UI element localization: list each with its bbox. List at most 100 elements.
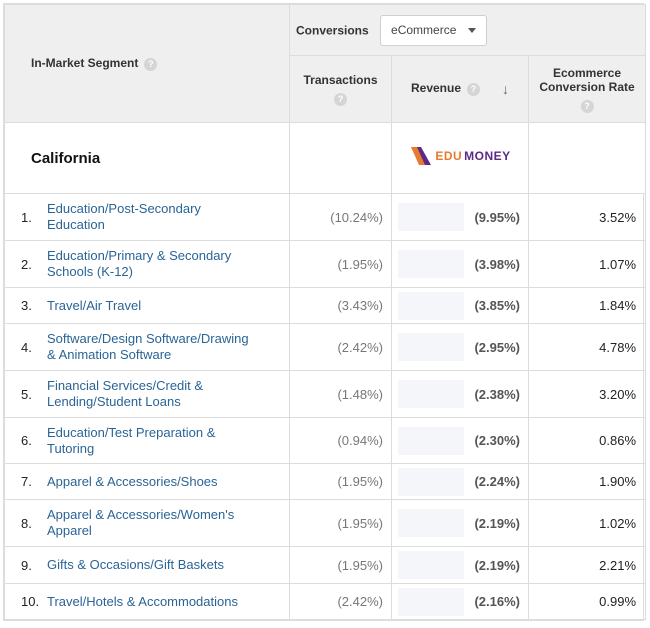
transactions-value: (1.95%) [337, 515, 383, 531]
segment-name-line2: Apparel [47, 523, 92, 538]
segment-link[interactable]: Travel/Air Travel [47, 298, 283, 314]
conversion-rate-cell: 0.86% [527, 417, 647, 464]
segment-cell: 9. Gifts & Occasions/Gift Baskets [4, 546, 290, 584]
revenue-value: (2.30%) [474, 433, 520, 448]
segment-name-line2: Tutoring [47, 440, 95, 456]
conversion-rate-value: 1.90% [599, 474, 637, 489]
segment-rows: 1. Education/Post-Secondary Education (10.2… [4, 193, 647, 620]
conversion-rate-cell: 1.84% [527, 287, 647, 324]
segment-link[interactable]: Gifts & Occasions/Gift Baskets [47, 557, 283, 573]
table-row: 2. Education/Primary & Secondary Schools (… [4, 240, 647, 288]
conversion-rate-value: 1.02% [599, 515, 637, 531]
logo-text-edu: EDU [435, 148, 463, 163]
segment-link[interactable]: Education/Primary & Secondary Schools (K-… [47, 248, 283, 280]
transactions-value: (10.24%) [330, 209, 383, 225]
segment-link[interactable]: Education/Test Preparation & Tutoring [47, 425, 283, 457]
segment-link[interactable]: Apparel & Accessories/Women's Apparel [47, 507, 283, 539]
help-icon[interactable]: ? [334, 92, 347, 106]
segment-name-line2: Lending/Student Loans [47, 394, 181, 409]
transactions-header-label: Transactions [303, 72, 378, 87]
conversions-label: Conversions [296, 23, 369, 37]
edumoney-logo: EDU MONEY [409, 144, 510, 168]
revenue-cell: (2.38%) [391, 370, 529, 418]
revenue-bar [398, 509, 464, 537]
table-row: 7. Apparel & Accessories/Shoes (1.95%) (2.2… [4, 463, 647, 500]
conversion-rate-cell: 1.02% [527, 499, 647, 547]
segment-column-header: In-Market Segment? [4, 4, 290, 123]
revenue-header-label: Revenue [410, 81, 462, 96]
conversions-header: Conversions eCommerce [288, 4, 647, 56]
segment-link[interactable]: Education/Post-Secondary Education [47, 201, 283, 233]
conversions-dropdown[interactable]: eCommerce [380, 14, 488, 46]
revenue-bar [398, 587, 464, 616]
sort-descending-icon[interactable]: ↓ [502, 81, 510, 97]
segment-name-line1: Education/Primary & Secondary [47, 248, 232, 263]
segment-cell: 10. Travel/Hotels & Accommodations [4, 583, 290, 620]
table-row: 1. Education/Post-Secondary Education (10.2… [4, 193, 647, 241]
table-row: 5. Financial Services/Credit & Lending/Stu… [4, 370, 647, 418]
conversion-rate-cell: 3.52% [527, 193, 647, 241]
segment-cell: 3. Travel/Air Travel [4, 287, 290, 324]
conversion-rate-value: 3.52% [599, 209, 637, 225]
revenue-bar [398, 551, 464, 579]
summary-revenue: EDU MONEY [391, 122, 529, 194]
row-index: 9. [21, 557, 32, 573]
revenue-value: (2.19%) [474, 515, 520, 531]
revenue-bar [398, 203, 464, 231]
conversion-rate-cell: 1.07% [527, 240, 647, 288]
segment-link[interactable]: Software/Design Software/Drawing & Animat… [47, 331, 283, 363]
row-index: 2. [21, 256, 32, 272]
transactions-cell: (3.43%) [289, 287, 392, 324]
revenue-bar [398, 467, 464, 496]
conversion-rate-value: 2.21% [599, 557, 637, 573]
transactions-value: (1.95%) [337, 474, 383, 489]
conversion-rate-value: 1.07% [599, 256, 637, 272]
revenue-cell: (2.16%) [391, 583, 529, 620]
conversion-rate-value: 4.78% [599, 339, 637, 355]
row-index: 6. [21, 433, 32, 448]
revenue-cell: (2.19%) [391, 499, 529, 547]
conversion-rate-header-line1: Ecommerce [552, 65, 622, 80]
revenue-column-header[interactable]: Revenue? ↓ [391, 55, 529, 123]
help-icon[interactable]: ? [144, 57, 158, 71]
table-row: 3. Travel/Air Travel (3.43%) (3.85%) 1.84% [4, 287, 647, 324]
revenue-cell: (9.95%) [391, 193, 529, 241]
transactions-cell: (1.48%) [289, 370, 392, 418]
transactions-column-header[interactable]: Transactions ? [289, 55, 392, 123]
conversion-rate-value: 3.20% [599, 386, 637, 402]
revenue-value: (2.95%) [474, 339, 520, 355]
row-index: 10. [21, 594, 40, 609]
segment-name-line1: Education/Test Preparation & [47, 424, 216, 440]
summary-row: California EDU MONEY [4, 122, 647, 194]
transactions-cell: (1.95%) [289, 463, 392, 500]
conversion-rate-column-header[interactable]: Ecommerce Conversion Rate ? [527, 55, 647, 123]
summary-conversion-rate [527, 122, 647, 194]
segment-link[interactable]: Financial Services/Credit & Lending/Stude… [47, 378, 283, 410]
transactions-cell: (10.24%) [289, 193, 392, 241]
revenue-value: (2.24%) [474, 474, 520, 489]
revenue-value: (9.95%) [474, 209, 520, 225]
row-index: 4. [21, 339, 32, 355]
conversion-rate-value: 0.86% [599, 433, 637, 448]
transactions-cell: (0.94%) [289, 417, 392, 464]
revenue-value: (2.38%) [474, 386, 520, 402]
help-icon[interactable]: ? [580, 99, 594, 113]
segment-name-line2: Schools (K-12) [47, 264, 133, 279]
segment-cell: 6. Education/Test Preparation & Tutoring [4, 417, 290, 464]
table-row: 4. Software/Design Software/Drawing & Anim… [4, 323, 647, 371]
caret-down-icon [468, 27, 477, 33]
conversions-dropdown-value: eCommerce [391, 23, 457, 37]
row-index: 5. [21, 386, 32, 402]
revenue-bar [398, 426, 464, 455]
segment-link[interactable]: Travel/Hotels & Accommodations [47, 594, 283, 610]
revenue-cell: (2.30%) [391, 417, 529, 464]
transactions-value: (3.43%) [337, 298, 383, 313]
table-row: 8. Apparel & Accessories/Women's Apparel (1… [4, 499, 647, 547]
revenue-bar [398, 291, 464, 320]
segment-link[interactable]: Apparel & Accessories/Shoes [47, 474, 283, 490]
segment-name-line2: Education [47, 217, 105, 232]
segment-name-line1: Education/Post-Secondary [47, 201, 201, 216]
transactions-value: (1.95%) [337, 557, 383, 573]
help-icon[interactable]: ? [467, 82, 481, 96]
revenue-value: (3.98%) [474, 256, 520, 272]
